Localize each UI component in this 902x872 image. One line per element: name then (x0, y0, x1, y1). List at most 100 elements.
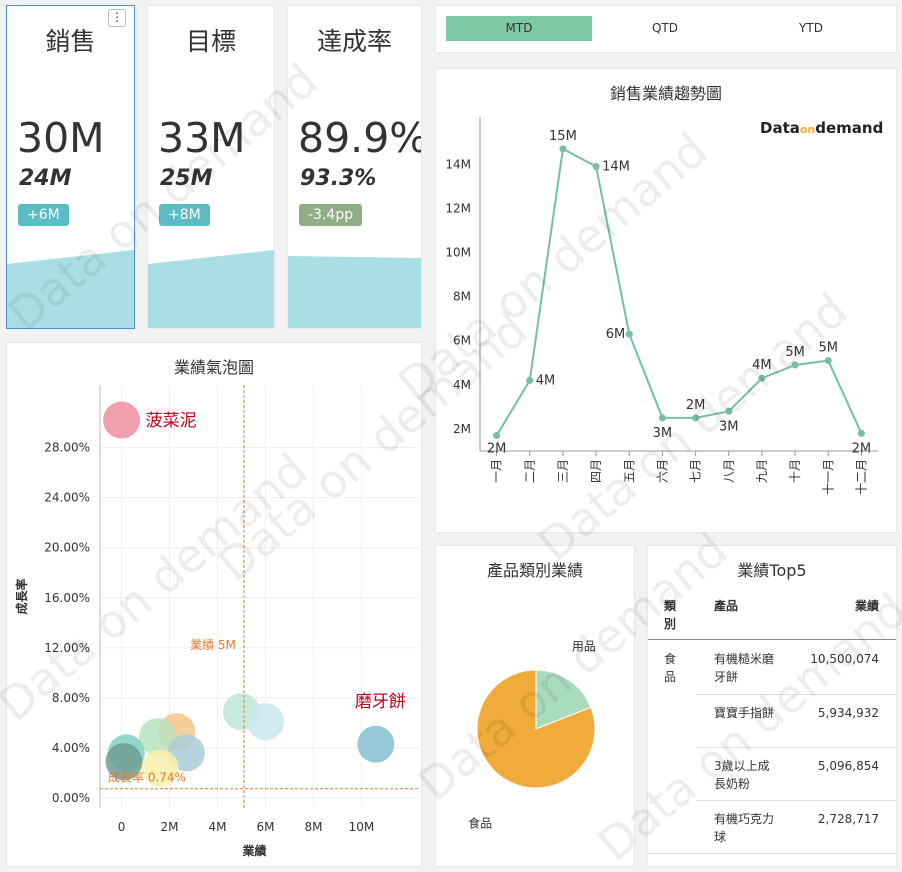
data-label: 2M (852, 441, 872, 456)
data-point[interactable] (857, 429, 865, 437)
row-divider (696, 747, 896, 748)
x-tick-label: 4M (209, 820, 227, 834)
data-label: 2M (487, 442, 507, 457)
kpi-card-achievement-rate[interactable]: 達成率 89.9% 93.3% -3.4pp (288, 6, 421, 328)
data-label: 2M (686, 398, 706, 413)
header-category: 類別 (664, 599, 677, 631)
x-tick-label: 九月 (755, 459, 769, 483)
data-label: 4M (536, 373, 556, 388)
x-tick-label: 六月 (655, 459, 669, 483)
sales-line (495, 147, 863, 437)
tab-mtd[interactable]: MTD (446, 16, 592, 41)
data-point[interactable] (625, 330, 633, 338)
y-tick-label: 0.00% (52, 791, 90, 805)
top5-header-row: 類別 產品 業績 (648, 588, 896, 640)
y-tick-label: 12.00% (44, 641, 90, 655)
sales-cell: 5,096,854 (817, 759, 879, 773)
data-point[interactable] (824, 357, 832, 365)
y-tick-label: 2M (453, 422, 471, 436)
x-tick-label: 0 (118, 820, 126, 834)
kpi-delta-badge: +8M (159, 204, 210, 226)
kpi-delta-badge: -3.4pp (299, 204, 363, 226)
y-axis-title: 成長率 (14, 578, 29, 614)
bubble[interactable] (103, 401, 141, 439)
bubble-chart-card: 業績氣泡圖 0.00% 4.00% 8.00% 12.00% 16.00% 20.00% 2… (7, 343, 421, 866)
kpi-sparkline-area (7, 250, 134, 328)
tab-ytd[interactable]: YTD (799, 21, 823, 35)
pie-slice[interactable] (535, 669, 592, 730)
y-tick-label: 10M (445, 246, 471, 260)
data-point[interactable] (559, 145, 567, 153)
pie-label: 用品 (572, 639, 596, 653)
header-product: 產品 (714, 599, 739, 613)
row-divider (696, 694, 896, 695)
logo-text-data: Data (760, 119, 800, 137)
ref-label-sales: 業績 5M (190, 638, 236, 652)
x-tick-label: 十二月 (854, 459, 868, 495)
logo-text-on: on (799, 123, 816, 136)
bubble[interactable] (246, 703, 284, 741)
y-tick-label: 4M (453, 378, 471, 392)
period-tabs: MTD QTD YTD (436, 6, 896, 52)
data-point[interactable] (725, 407, 733, 415)
x-tick-label: 十一月 (821, 459, 835, 495)
row-divider (696, 800, 896, 801)
x-tick-label: 6M (256, 820, 274, 834)
x-tick-label: 五月 (622, 459, 636, 483)
y-tick-label: 8.00% (52, 691, 90, 705)
kpi-previous-value: 25M (160, 166, 213, 191)
kpi-card-sales[interactable]: 銷售 ⋮ 30M 24M +6M (6, 5, 135, 329)
y-tick-label: 4.00% (52, 741, 90, 755)
bubble[interactable] (139, 718, 177, 756)
x-tick-label: 8M (304, 820, 322, 834)
data-point[interactable] (692, 414, 700, 422)
kpi-previous-value: 24M (19, 166, 72, 191)
data-label: 6M (606, 327, 626, 342)
pie-slice[interactable] (476, 669, 596, 789)
pie-label: 食品 (468, 816, 492, 831)
kpi-card-target[interactable]: 目標 33M 25M +8M (148, 6, 274, 328)
product-cell: 寶寶手指餅 (714, 706, 775, 720)
product-cell: 有機巧克力球 (714, 812, 775, 844)
kpi-title: 銷售 (45, 27, 96, 56)
data-point[interactable] (526, 376, 534, 384)
kpi-value: 33M (158, 114, 246, 162)
x-tick-label: 10M (349, 820, 375, 834)
brand-logo: Dataondemand (760, 119, 883, 137)
category-pie-card: 產品類別業績 用品 食品 (436, 546, 634, 866)
bubble[interactable] (105, 743, 143, 781)
y-tick-label: 16.00% (44, 591, 90, 605)
data-point[interactable] (791, 361, 799, 369)
product-cell: 有機糙米磨牙餅 (714, 652, 775, 684)
category-cell: 食品 (664, 652, 677, 684)
data-point[interactable] (493, 432, 501, 440)
data-point[interactable] (658, 414, 666, 422)
sales-trend-card: 銷售業績趨勢圖 Dataondemand 2M 4M 6M 8M 10M 12M 14M 一月… (436, 69, 896, 532)
data-label: 5M (819, 341, 839, 356)
kpi-title: 目標 (185, 27, 236, 56)
kpi-sparkline-area (288, 256, 421, 328)
data-label: 5M (785, 345, 805, 360)
kpi-title: 達成率 (316, 27, 392, 56)
y-tick-label: 14M (445, 157, 471, 171)
data-point[interactable] (592, 162, 600, 170)
data-point[interactable] (758, 374, 766, 382)
more-options-icon[interactable]: ⋮ (108, 9, 126, 27)
sales-trend-title: 銷售業績趨勢圖 (609, 84, 722, 103)
bubble[interactable] (141, 749, 179, 787)
bubble-chart-title: 業績氣泡圖 (173, 358, 254, 377)
x-tick-label: 七月 (689, 459, 703, 483)
tab-qtd[interactable]: QTD (651, 21, 678, 35)
x-axis-title: 業績 (241, 843, 266, 858)
x-tick-label: 三月 (556, 459, 570, 483)
y-tick-label: 20.00% (44, 541, 90, 555)
y-tick-label: 24.00% (44, 491, 90, 505)
sales-cell: 5,934,932 (817, 706, 879, 720)
data-label: 14M (602, 159, 630, 174)
bubble-label: 菠菜泥 (146, 411, 197, 431)
bubble[interactable] (357, 725, 395, 763)
sales-cell: 2,728,717 (817, 812, 879, 826)
kpi-value: 30M (17, 114, 105, 162)
bubble-label: 磨牙餅 (355, 692, 406, 712)
y-tick-label: 8M (453, 290, 471, 304)
